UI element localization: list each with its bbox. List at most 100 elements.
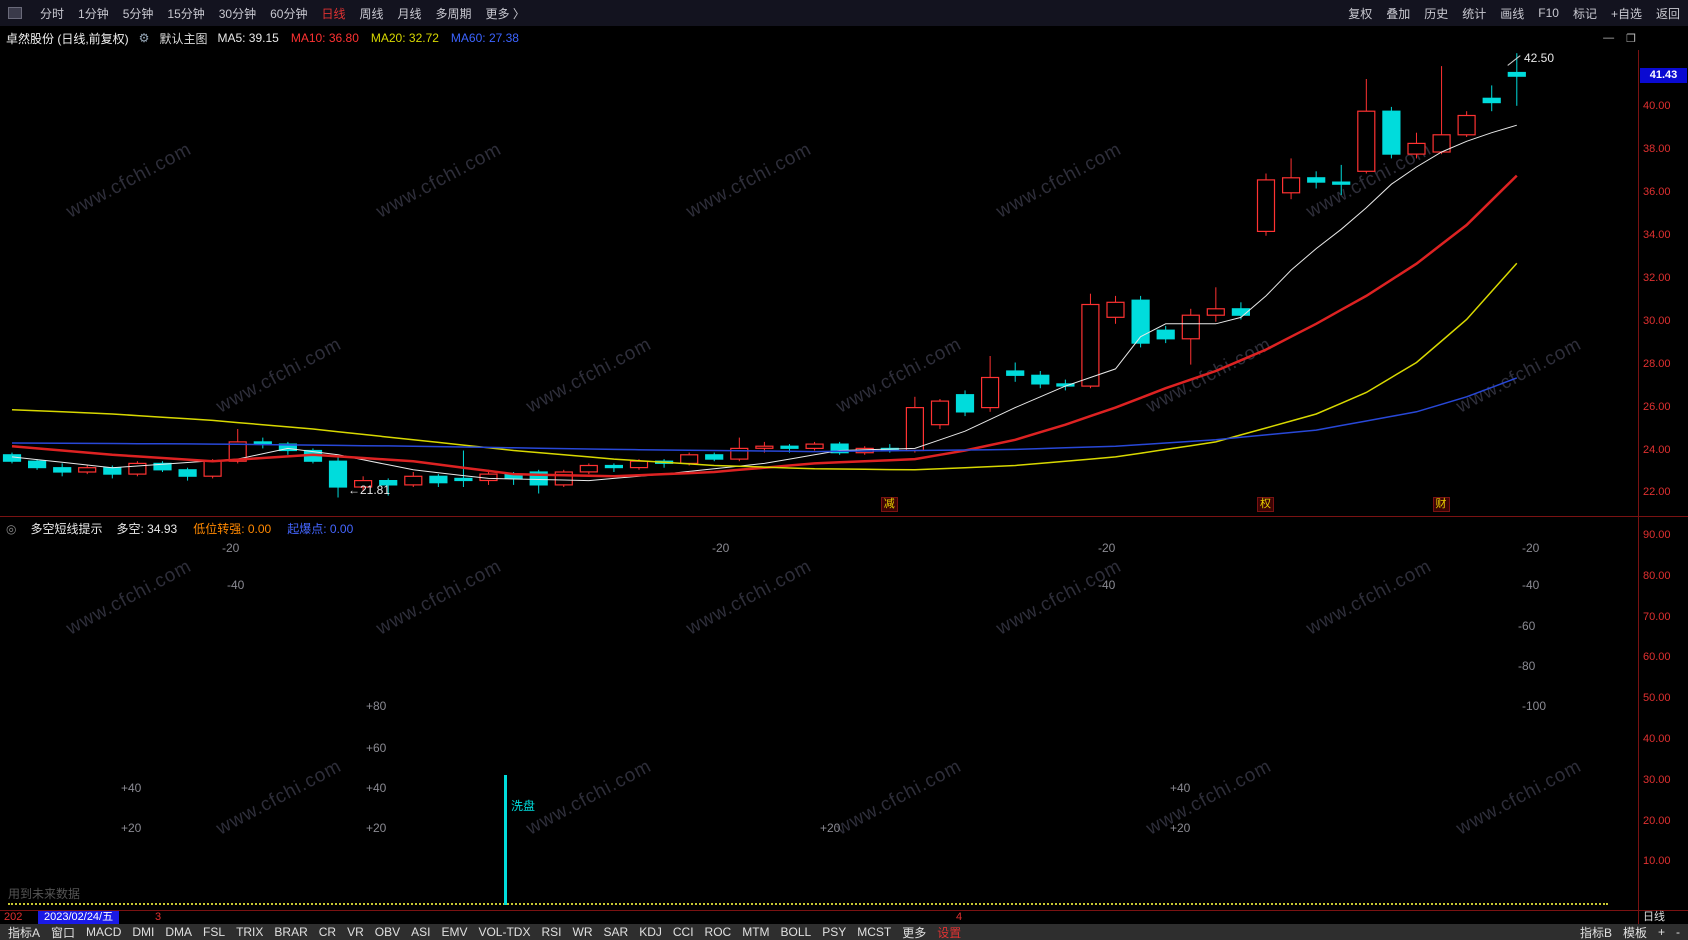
- indicator-value-label: +40: [1170, 781, 1191, 795]
- indicator-axis-label: 50.00: [1643, 692, 1671, 705]
- indicator-value-label: +40: [366, 781, 387, 795]
- ma-legend: MA5: 39.15 MA10: 36.80 MA20: 32.72 MA60: 27…: [217, 31, 519, 45]
- menu-action[interactable]: 返回: [1655, 6, 1680, 21]
- indicator-name[interactable]: 多空短线提示: [30, 522, 103, 536]
- watermark-text: www.cfchi.com: [62, 555, 196, 640]
- period-tab[interactable]: 1分钟: [78, 6, 109, 21]
- period-tab[interactable]: 多周期: [435, 6, 472, 21]
- toolbar-item[interactable]: PSY: [822, 925, 847, 939]
- toolbar-item[interactable]: 窗口: [51, 925, 76, 940]
- toolbar-item[interactable]: RSI: [541, 925, 562, 939]
- indicator-value-label: +40: [121, 781, 142, 795]
- toolbar-item[interactable]: OBV: [374, 925, 401, 939]
- toolbar-item[interactable]: MTM: [742, 925, 770, 939]
- layout-label[interactable]: 默认主图: [159, 31, 208, 46]
- app-icon[interactable]: [8, 7, 22, 19]
- indicator-toolbar: 指标A 窗口 MACD DMI DMA FSL TRIX BRAR CR VR OBV ASI EMV V…: [8, 924, 961, 940]
- zoom-out-button[interactable]: -: [1676, 925, 1680, 939]
- menu-action[interactable]: F10: [1538, 6, 1559, 20]
- future-data-warning: 用到未来数据: [8, 887, 81, 901]
- signal-label: 洗盘: [511, 799, 536, 813]
- toolbar-item[interactable]: ROC: [704, 925, 732, 939]
- indicator-stat: 起爆点: 0.00: [287, 522, 354, 536]
- indicator-value-label: -40: [1522, 578, 1540, 592]
- menu-action[interactable]: 画线: [1500, 6, 1525, 21]
- date-axis-row: 202 2023/02/24/五 3 4 日线: [0, 910, 1688, 924]
- toolbar-item[interactable]: CCI: [672, 925, 694, 939]
- indicator-stat: 多空: 34.93: [116, 522, 178, 536]
- selected-date-chip: 2023/02/24/五: [38, 911, 120, 924]
- watermark-text: www.cfchi.com: [682, 555, 816, 640]
- price-label: 24.00: [1643, 443, 1671, 456]
- toolbar-item[interactable]: ASI: [411, 925, 431, 939]
- period-tab[interactable]: 5分钟: [122, 6, 154, 21]
- toolbar-item[interactable]: WR: [572, 925, 593, 939]
- menu-action[interactable]: +自选: [1610, 6, 1642, 21]
- low-price-annotation: ←21.81: [348, 483, 391, 497]
- period-tab[interactable]: 60分钟: [270, 6, 308, 21]
- period-tab[interactable]: 30分钟: [218, 6, 257, 21]
- menu-action[interactable]: 统计: [1462, 6, 1487, 21]
- toolbar-item[interactable]: BRAR: [274, 925, 308, 939]
- zoom-in-button[interactable]: +: [1657, 925, 1665, 939]
- indicator-axis-label: 60.00: [1643, 651, 1671, 664]
- period-tab[interactable]: 15分钟: [167, 6, 205, 21]
- watermark-text: www.cfchi.com: [522, 755, 656, 840]
- toolbar-item[interactable]: BOLL: [780, 925, 812, 939]
- indicator-axis-label: 30.00: [1643, 773, 1671, 786]
- period-tab[interactable]: 月线: [397, 6, 422, 21]
- toolbar-item[interactable]: KDJ: [639, 925, 662, 939]
- watermark-text: www.cfchi.com: [1142, 755, 1276, 840]
- indicator-value-label: +60: [366, 741, 387, 755]
- toolbar-item[interactable]: DMA: [165, 925, 193, 939]
- toolbar-item[interactable]: 指标A: [8, 925, 41, 940]
- indicator-axis-label: 80.00: [1643, 569, 1671, 582]
- settings-button[interactable]: 设置: [937, 925, 962, 940]
- period-menu: 分时 1分钟 5分钟 15分钟 30分钟 60分钟 日线 周线 月线 多周期 更多 〉: [8, 5, 525, 22]
- menu-action[interactable]: 历史: [1424, 6, 1449, 21]
- watermark-text: www.cfchi.com: [992, 555, 1126, 640]
- toolbar-item[interactable]: DMI: [132, 925, 155, 939]
- expand-pane-icon[interactable]: ❐: [1626, 32, 1636, 45]
- indicator-axis-label: 10.00: [1643, 855, 1671, 868]
- period-tab[interactable]: 更多 〉: [485, 6, 525, 21]
- indicator-value-label: +20: [121, 821, 142, 835]
- candlestick-chart: [2, 53, 1526, 498]
- event-marker: 权: [1257, 497, 1274, 512]
- price-label: 36.00: [1643, 185, 1671, 198]
- period-tab[interactable]: 日线: [321, 6, 346, 21]
- indicator-value-label: -40: [227, 578, 245, 592]
- indicator-plot[interactable]: www.cfchi.com www.cfchi.com www.cfchi.com w…: [0, 516, 1638, 910]
- toolbar-item[interactable]: EMV: [441, 925, 468, 939]
- gear-icon[interactable]: ⚙: [138, 31, 150, 45]
- event-marker: 财: [1432, 497, 1450, 512]
- toolbar-item[interactable]: VOL-TDX: [478, 925, 531, 939]
- menu-action[interactable]: 标记: [1572, 6, 1597, 21]
- toolbar-item[interactable]: MACD: [86, 925, 122, 939]
- toolbar-item[interactable]: CR: [318, 925, 337, 939]
- date-axis: 202 2023/02/24/五 3 4: [0, 911, 1638, 924]
- toolbar-item[interactable]: 更多: [902, 925, 927, 940]
- watermark-text: www.cfchi.com: [1452, 755, 1586, 840]
- indicator-value-label: +20: [820, 821, 841, 835]
- collapse-pane-icon[interactable]: —: [1603, 31, 1615, 44]
- signal-bar: [504, 775, 507, 905]
- indicator-value-label: -100: [1522, 699, 1547, 713]
- period-tab[interactable]: 周线: [359, 6, 384, 21]
- toolbar-item[interactable]: MCST: [857, 925, 892, 939]
- main-chart-plot[interactable]: www.cfchi.com www.cfchi.com www.cfchi.com w…: [0, 50, 1638, 516]
- toolbar-item[interactable]: FSL: [203, 925, 226, 939]
- toolbar-item[interactable]: VR: [347, 925, 364, 939]
- price-label: 26.00: [1643, 400, 1671, 413]
- price-label: 28.00: [1643, 357, 1671, 370]
- period-tab[interactable]: 分时: [40, 6, 65, 21]
- toolbar-item[interactable]: SAR: [603, 925, 629, 939]
- toolbar-item[interactable]: TRIX: [236, 925, 264, 939]
- price-label: 30.00: [1643, 314, 1671, 327]
- sub-chart-area: www.cfchi.com www.cfchi.com www.cfchi.com w…: [0, 516, 1688, 910]
- ma-label: MA5: 39.15: [217, 31, 279, 45]
- menu-action[interactable]: 叠加: [1386, 6, 1411, 21]
- menu-action[interactable]: 复权: [1348, 6, 1373, 21]
- toolbar-item[interactable]: 指标B: [1579, 925, 1612, 940]
- toolbar-item[interactable]: 模板: [1622, 925, 1647, 940]
